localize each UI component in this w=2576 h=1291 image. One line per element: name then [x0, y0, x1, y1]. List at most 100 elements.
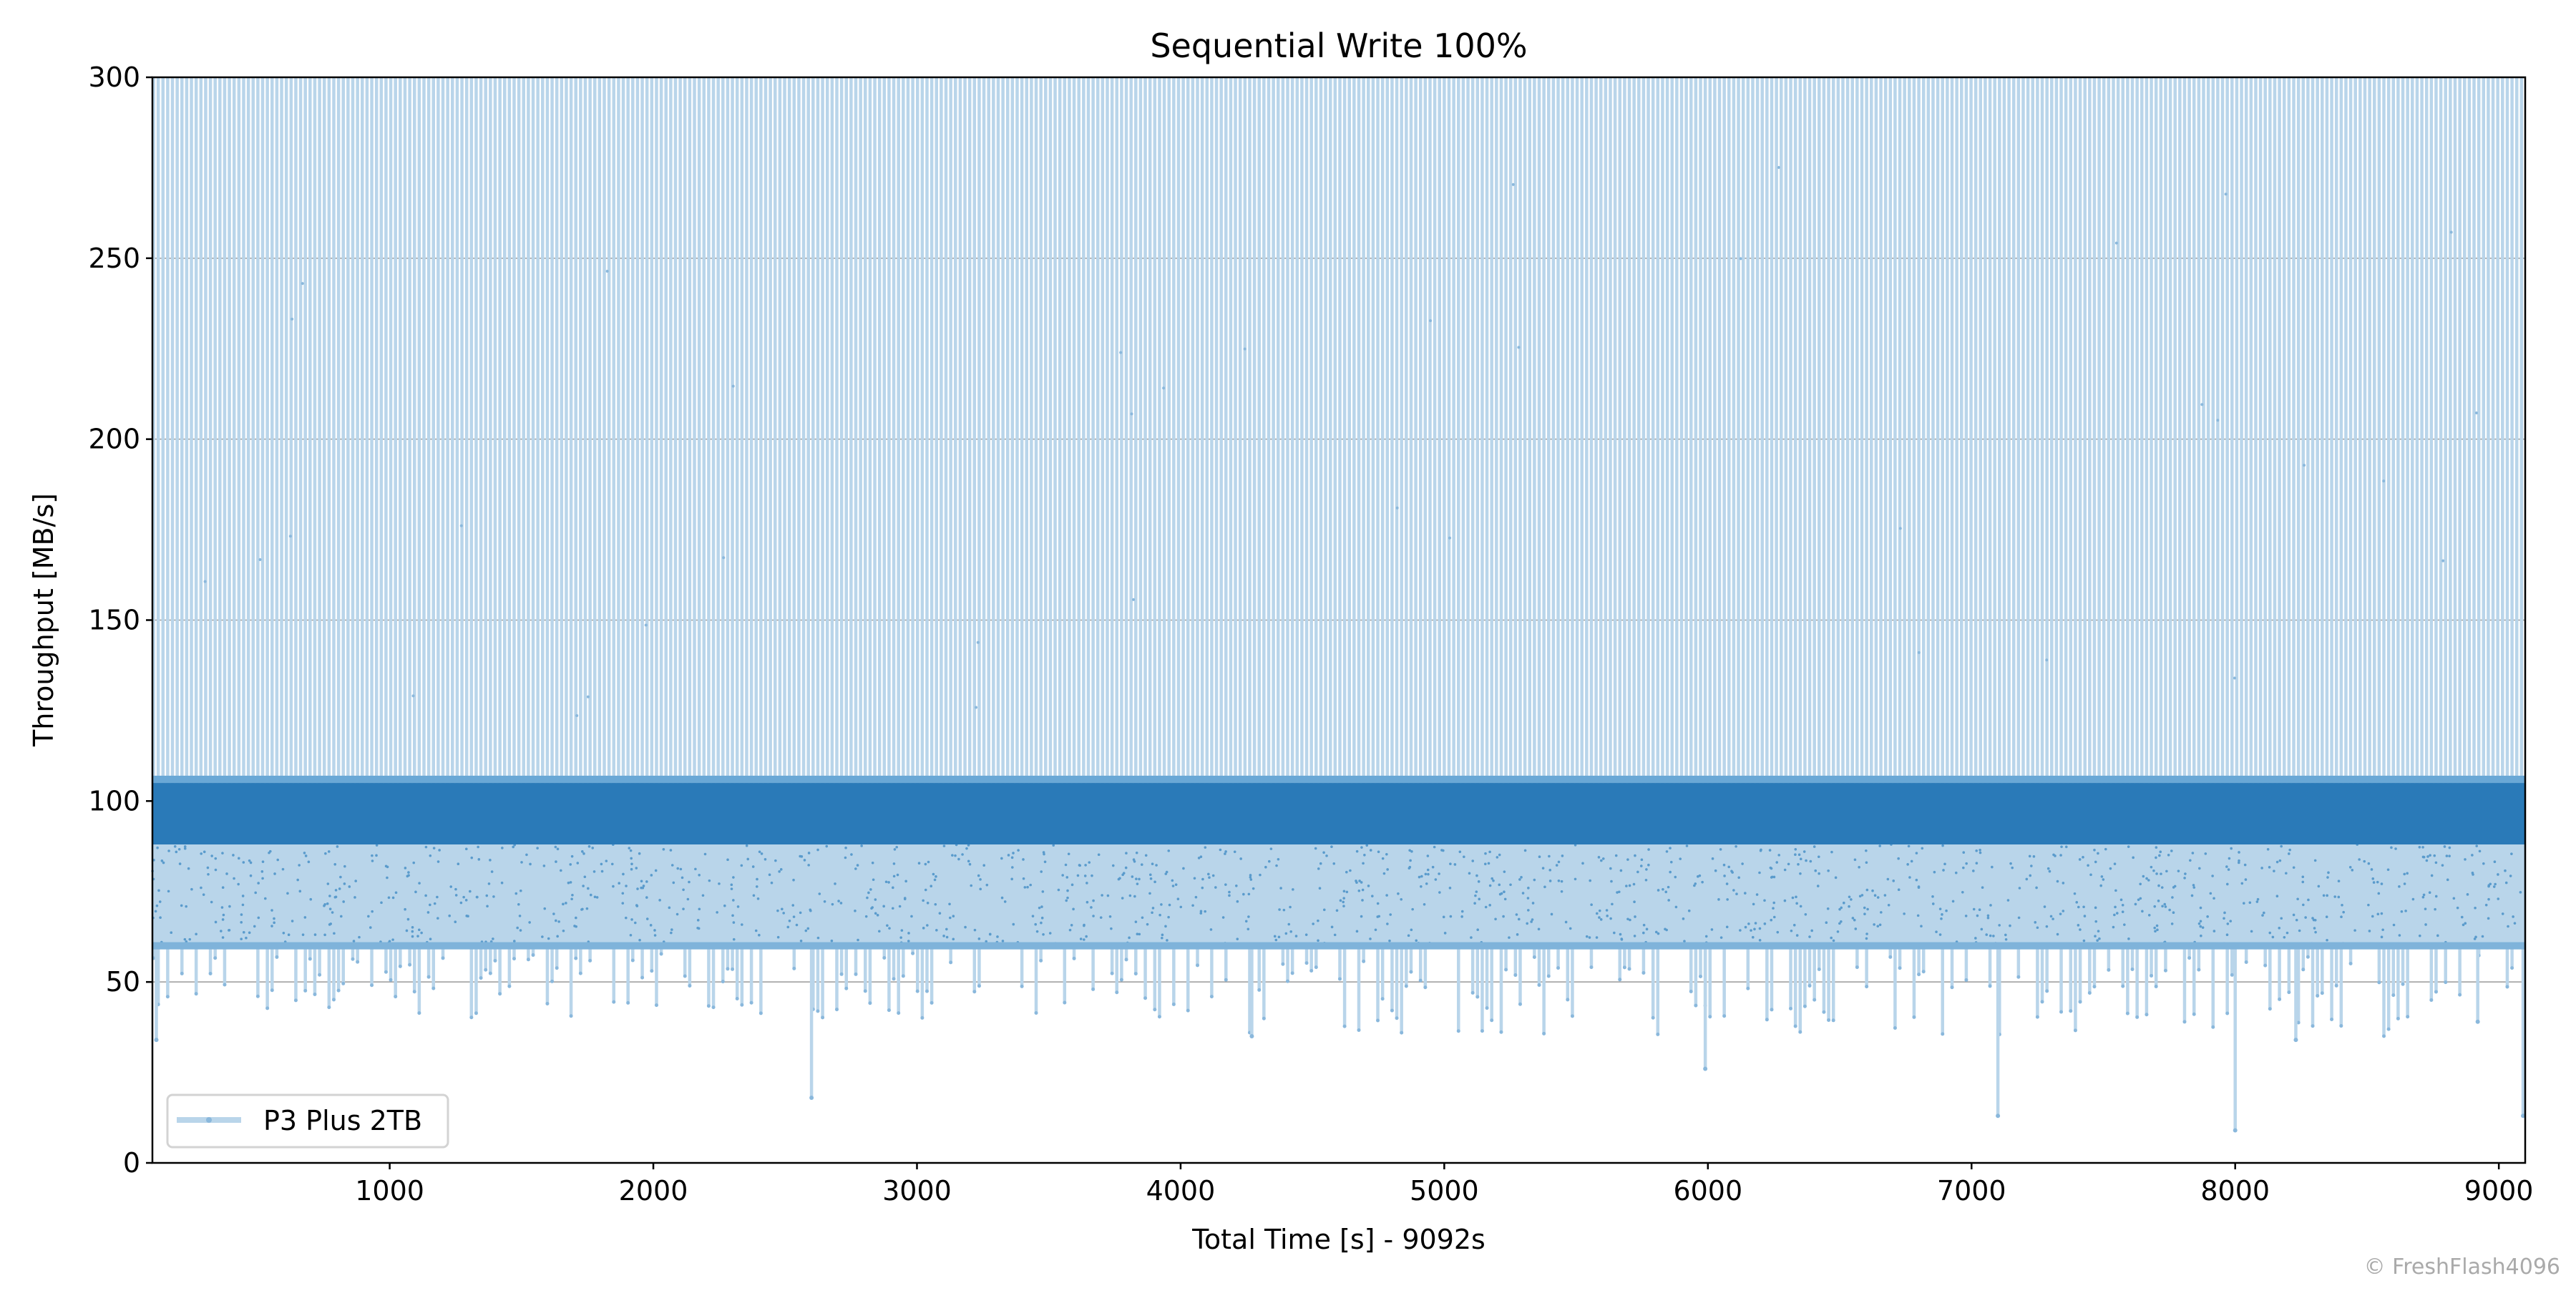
- data-point: [1040, 916, 1044, 920]
- data-point: [2139, 897, 2142, 900]
- data-point: [2059, 912, 2062, 915]
- data-point: [1595, 936, 1599, 939]
- data-point: [1236, 900, 1239, 903]
- data-point: [1941, 913, 1943, 916]
- data-point: [2211, 875, 2214, 877]
- data-point: [245, 936, 248, 940]
- x-tick-label: 9000: [2464, 1175, 2534, 1207]
- data-point: [1249, 876, 1252, 879]
- data-point: [1511, 182, 1515, 186]
- data-point: [922, 899, 924, 902]
- data-point: [569, 863, 572, 866]
- data-point: [1962, 851, 1966, 854]
- data-point: [1342, 897, 1345, 900]
- notable-dip-point: [1249, 1034, 1254, 1039]
- data-point: [1199, 910, 1203, 913]
- data-point: [1339, 899, 1342, 902]
- data-point: [1442, 915, 1445, 919]
- dip-point: [2434, 990, 2438, 994]
- data-point: [304, 854, 308, 857]
- data-point: [1644, 878, 1648, 882]
- dip-point: [1475, 995, 1480, 999]
- data-point: [1538, 855, 1541, 859]
- data-point: [1836, 930, 1840, 933]
- dip-point: [1651, 1015, 1655, 1020]
- data-point: [799, 911, 802, 915]
- data-point: [1669, 847, 1672, 849]
- data-point: [1832, 939, 1835, 942]
- data-point: [1408, 849, 1411, 852]
- data-point: [1863, 912, 1866, 916]
- data-point: [516, 926, 519, 930]
- data-point: [2380, 935, 2384, 939]
- data-point: [1162, 386, 1166, 390]
- data-point: [2223, 917, 2225, 920]
- dip-point: [882, 955, 887, 960]
- data-point: [1022, 858, 1025, 861]
- data-point: [1377, 850, 1380, 854]
- data-point: [1792, 923, 1796, 927]
- data-point: [1194, 895, 1198, 899]
- data-point: [167, 849, 170, 852]
- data-point: [1598, 909, 1601, 912]
- dip-point: [659, 952, 663, 956]
- data-point: [2353, 929, 2356, 932]
- data-point: [1197, 857, 1201, 859]
- data-point: [1135, 877, 1138, 881]
- data-point: [1318, 887, 1322, 890]
- data-point: [871, 861, 874, 864]
- data-point: [1498, 853, 1501, 857]
- data-point: [371, 910, 374, 913]
- data-point: [926, 924, 929, 927]
- data-point: [2155, 872, 2158, 875]
- data-point: [888, 927, 891, 930]
- data-point: [1211, 874, 1215, 877]
- data-point: [1488, 884, 1492, 887]
- data-point: [155, 904, 159, 907]
- data-point: [2377, 892, 2381, 895]
- data-point: [1148, 892, 1151, 895]
- data-point: [1438, 891, 1441, 894]
- dip-point: [1789, 1006, 1793, 1010]
- data-point: [1840, 906, 1843, 910]
- dip-point: [2035, 1015, 2039, 1019]
- data-point: [487, 882, 491, 885]
- data-point: [818, 892, 821, 895]
- data-point: [2121, 903, 2124, 907]
- data-point: [2119, 898, 2123, 902]
- data-point: [536, 847, 539, 849]
- data-point: [795, 923, 799, 927]
- data-point: [854, 909, 857, 912]
- data-point: [985, 940, 988, 943]
- data-point: [1770, 867, 1773, 870]
- data-point: [2370, 868, 2373, 871]
- data-point: [1568, 927, 1572, 930]
- dip-point: [1893, 1026, 1897, 1031]
- dip-point: [2311, 1024, 2315, 1028]
- data-point: [1317, 939, 1319, 942]
- dip-point: [265, 1006, 270, 1010]
- dip-point: [1589, 965, 1594, 970]
- data-point: [621, 902, 625, 905]
- data-point: [1294, 935, 1298, 937]
- data-point: [238, 857, 240, 860]
- dip-point: [2458, 993, 2462, 997]
- data-point: [276, 858, 280, 862]
- dip-point: [1556, 966, 1561, 970]
- data-point: [2018, 887, 2021, 890]
- data-point: [1772, 875, 1776, 879]
- dip-point: [688, 983, 692, 988]
- data-point: [2268, 931, 2272, 935]
- dip-point: [479, 976, 483, 980]
- data-point: [1167, 849, 1171, 852]
- data-point: [353, 896, 356, 899]
- data-point: [823, 900, 826, 903]
- data-point: [1434, 878, 1438, 881]
- data-point: [543, 907, 547, 910]
- data-point: [203, 580, 207, 583]
- data-point: [1548, 869, 1552, 872]
- data-point: [2158, 854, 2161, 857]
- data-point: [718, 882, 721, 885]
- data-point: [570, 854, 574, 858]
- data-point: [467, 915, 469, 918]
